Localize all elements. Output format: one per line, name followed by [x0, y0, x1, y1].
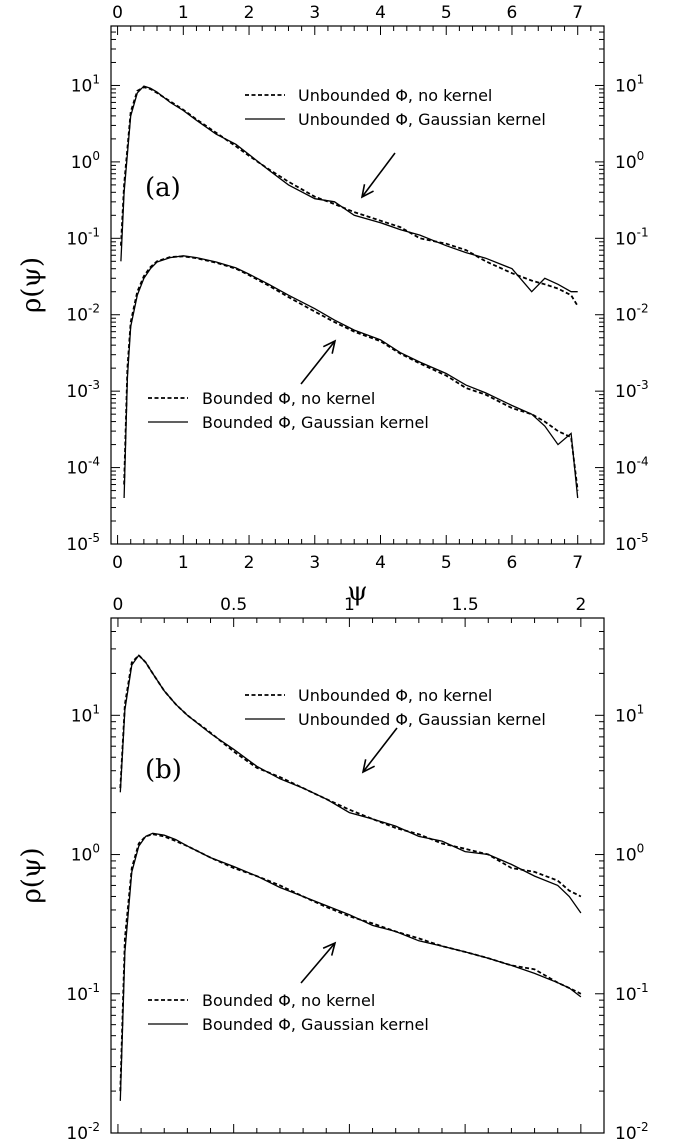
series-line-unbounded-gaussian-kernel — [120, 85, 578, 293]
y-tick-label-right: 101 — [615, 702, 644, 726]
x-tick-label-top: 1.5 — [452, 595, 479, 615]
legend-entry: Bounded Φ, no kernel — [202, 389, 375, 408]
legend-entry: Unbounded Φ, no kernel — [298, 86, 492, 105]
x-tick-label-bottom: 0 — [112, 553, 123, 573]
y-tick-label-left: 10-1 — [66, 225, 100, 249]
y-tick-label-right: 10-1 — [615, 981, 649, 1005]
x-tick-label-top: 1 — [344, 595, 355, 615]
legend-entry: Bounded Φ, no kernel — [202, 991, 375, 1010]
y-tick-label-left: 100 — [71, 149, 100, 173]
annotation-arrow — [361, 727, 398, 774]
y-tick-label-left: 100 — [71, 842, 100, 866]
plot-frame — [110, 617, 605, 1134]
legend-entry: Bounded Φ, Gaussian kernel — [202, 413, 429, 432]
y-tick-label-right: 10-2 — [615, 302, 649, 326]
y-tick-label-right: 10-1 — [615, 225, 649, 249]
panel-label: (b) — [145, 755, 182, 785]
x-tick-label-bottom: 6 — [507, 553, 518, 573]
series-line-bounded-gaussian-kernel — [123, 255, 579, 499]
y-tick-label-right: 100 — [615, 149, 644, 173]
legend-entry: Unbounded Φ, Gaussian kernel — [298, 110, 546, 129]
series-line-unbounded-gaussian-kernel — [119, 654, 582, 914]
x-tick-label-top: 5 — [441, 3, 452, 23]
panel-label: (a) — [145, 173, 181, 203]
chart-panel-a: 0 0 1 1 2 2 3 3 4 4 5 5 6 6 7 7 10-5 10-5 10-4 10-4 10-3 10-3… — [17, 3, 649, 607]
chart-panel-b: 000.50.5111.51.52210-210-210-110-1100100… — [17, 595, 649, 1142]
x-tick-label-top: 2 — [244, 3, 255, 23]
y-tick-label-left: 10-2 — [66, 1120, 100, 1142]
annotation-arrow — [300, 941, 337, 984]
x-tick-label-bottom: 5 — [441, 553, 452, 573]
y-tick-label-right: 101 — [615, 72, 644, 96]
y-axis-label: ρ(ψ) — [17, 848, 47, 904]
series-line-unbounded-no-kernel — [120, 86, 579, 307]
y-tick-label-right: 10-2 — [615, 1120, 649, 1142]
x-tick-label-top: 6 — [507, 3, 518, 23]
x-tick-label-top: 7 — [572, 3, 583, 23]
y-tick-label-left: 10-1 — [66, 981, 100, 1005]
x-tick-label-top: 0.5 — [220, 595, 247, 615]
x-tick-label-bottom: 7 — [572, 553, 583, 573]
y-tick-label-left: 10-3 — [66, 378, 100, 402]
y-tick-label-right: 10-5 — [615, 531, 649, 555]
y-tick-label-left: 10-4 — [66, 455, 100, 479]
x-tick-label-top: 2 — [575, 595, 586, 615]
x-tick-label-top: 0 — [113, 595, 124, 615]
y-tick-label-right: 10-3 — [615, 378, 649, 402]
x-tick-label-bottom: 1 — [178, 553, 189, 573]
x-tick-label-bottom: 3 — [309, 553, 320, 573]
x-tick-label-bottom: 4 — [375, 553, 386, 573]
y-tick-label-left: 10-2 — [66, 302, 100, 326]
annotation-arrow — [300, 339, 337, 385]
y-tick-label-left: 101 — [71, 702, 100, 726]
y-tick-label-right: 100 — [615, 842, 644, 866]
series-line-bounded-gaussian-kernel — [119, 832, 582, 1101]
y-tick-label-left: 10-5 — [66, 531, 100, 555]
annotation-arrow — [360, 152, 396, 199]
x-tick-label-bottom: 2 — [244, 553, 255, 573]
legend-entry: Bounded Φ, Gaussian kernel — [202, 1015, 429, 1034]
x-axis-label: ψ — [347, 577, 367, 607]
x-tick-label-top: 0 — [112, 3, 123, 23]
series-line-bounded-no-kernel — [123, 255, 579, 491]
plot-frame — [110, 25, 605, 545]
x-tick-label-top: 1 — [178, 3, 189, 23]
x-tick-label-top: 3 — [309, 3, 320, 23]
y-tick-label-right: 10-4 — [615, 455, 649, 479]
y-tick-label-left: 101 — [71, 72, 100, 96]
y-axis-label: ρ(ψ) — [17, 257, 47, 313]
legend-entry: Unbounded Φ, Gaussian kernel — [298, 710, 546, 729]
legend-entry: Unbounded Φ, no kernel — [298, 686, 492, 705]
x-tick-label-top: 4 — [375, 3, 386, 23]
series-line-bounded-no-kernel — [119, 833, 582, 1092]
